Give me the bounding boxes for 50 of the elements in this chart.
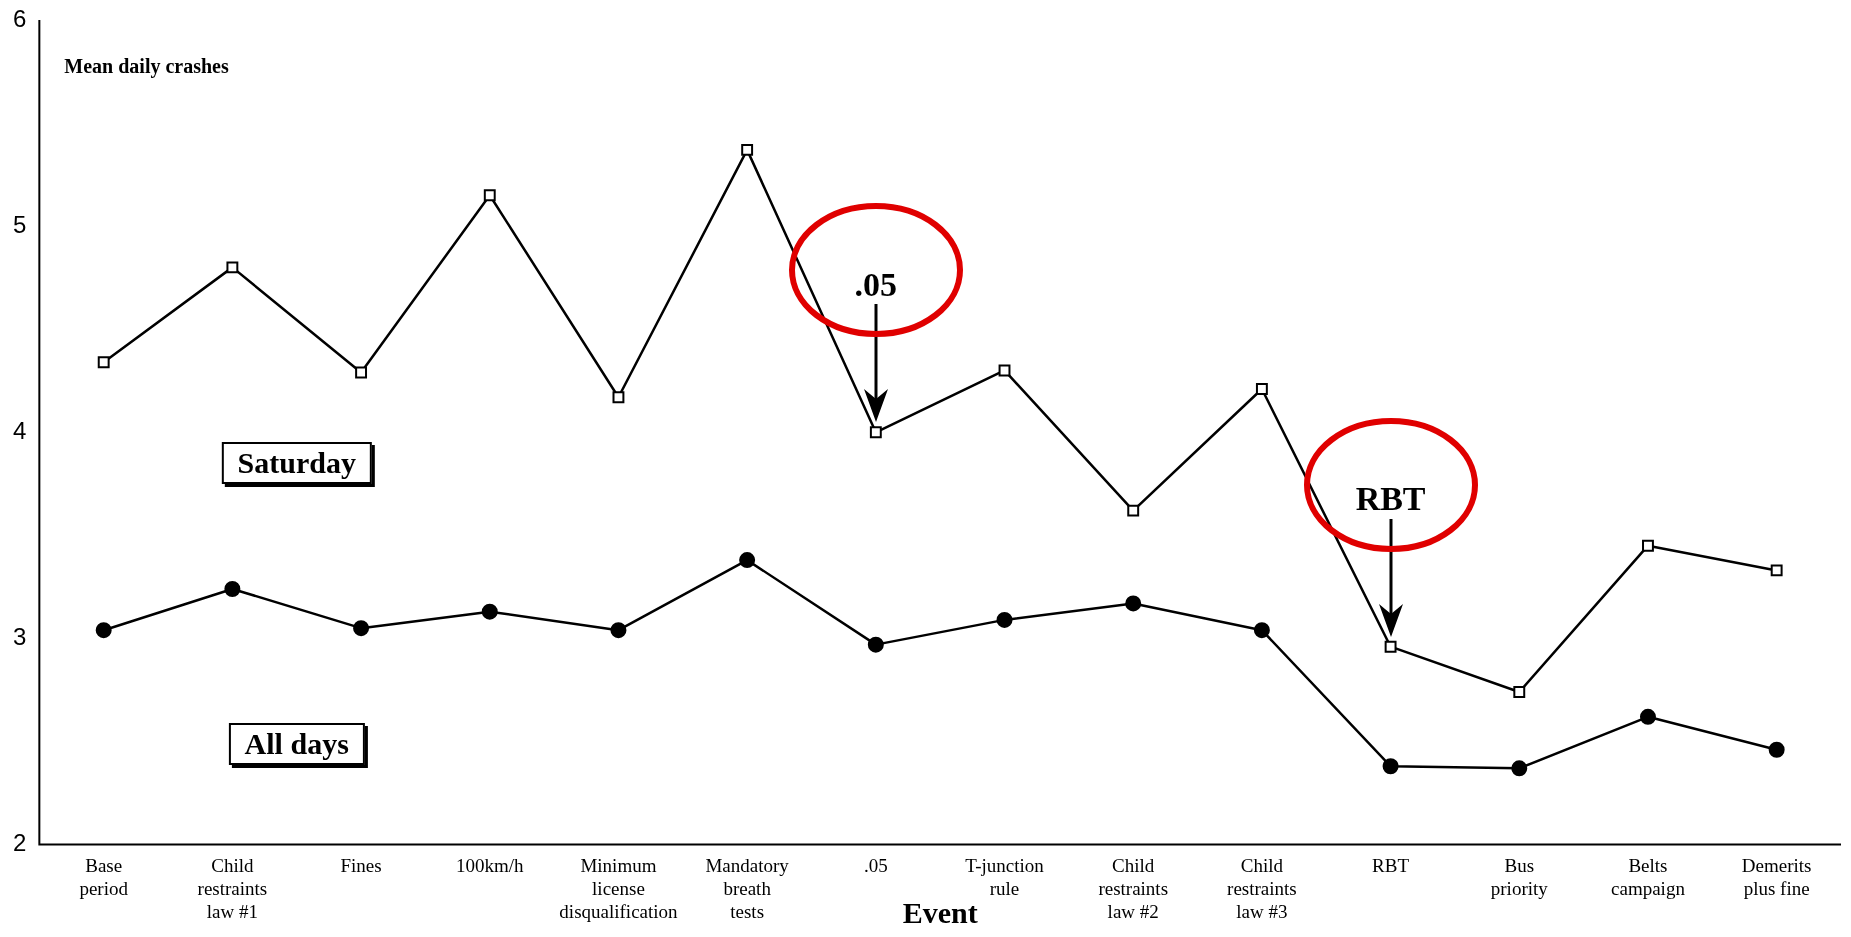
point — [610, 622, 627, 639]
point — [97, 356, 110, 369]
point — [1253, 622, 1270, 639]
point — [1255, 383, 1268, 395]
x-tick-label: Mandatory breath tests — [705, 854, 790, 922]
x-tick-label: Belts campaign — [1611, 854, 1686, 899]
x-tick-label: Child restraints law #1 — [197, 854, 268, 922]
point — [483, 189, 496, 202]
point — [1770, 564, 1783, 577]
point — [1639, 708, 1656, 725]
point — [355, 366, 368, 379]
point — [1642, 539, 1654, 552]
point — [1384, 640, 1397, 653]
x-tick-label: Base period — [79, 854, 129, 899]
point — [1125, 595, 1142, 612]
point — [739, 552, 756, 569]
x-tick-label: Child restraints law #3 — [1227, 854, 1297, 922]
x-tick-label: Child restraints law #2 — [1098, 854, 1169, 922]
point — [1127, 504, 1140, 517]
x-tick-label: Demerits plus fine — [1741, 854, 1812, 899]
point — [612, 391, 625, 404]
annotation: .05 — [854, 266, 898, 304]
point — [869, 426, 882, 439]
point — [1513, 686, 1526, 698]
y-tick-label: 5 — [12, 210, 27, 238]
x-tick-label: Bus priority — [1490, 854, 1549, 899]
point — [1768, 741, 1785, 758]
point — [996, 611, 1013, 628]
point — [226, 261, 239, 274]
y-tick-label: 2 — [12, 829, 27, 857]
point — [741, 143, 754, 156]
point — [224, 580, 241, 597]
y-axis-title: Mean daily crashes — [64, 55, 229, 78]
y-tick-label: 6 — [12, 4, 27, 32]
x-tick-label: RBT — [1372, 854, 1410, 876]
point — [1382, 758, 1399, 775]
x-tick-label: Minimum license disqualification — [559, 854, 679, 922]
point — [1511, 760, 1528, 777]
x-tick-label: .05 — [863, 854, 888, 876]
point — [95, 622, 112, 639]
x-tick-label: 100km/h — [455, 854, 525, 876]
point — [867, 636, 884, 653]
point — [481, 603, 498, 620]
point — [353, 620, 370, 637]
text: All days — [228, 722, 365, 765]
y-tick-label: 3 — [12, 623, 27, 651]
x-tick-label: Fines — [340, 854, 382, 876]
text: Saturday — [221, 442, 372, 485]
annotation: RBT — [1355, 480, 1426, 518]
y-tick-label: 4 — [12, 416, 27, 444]
